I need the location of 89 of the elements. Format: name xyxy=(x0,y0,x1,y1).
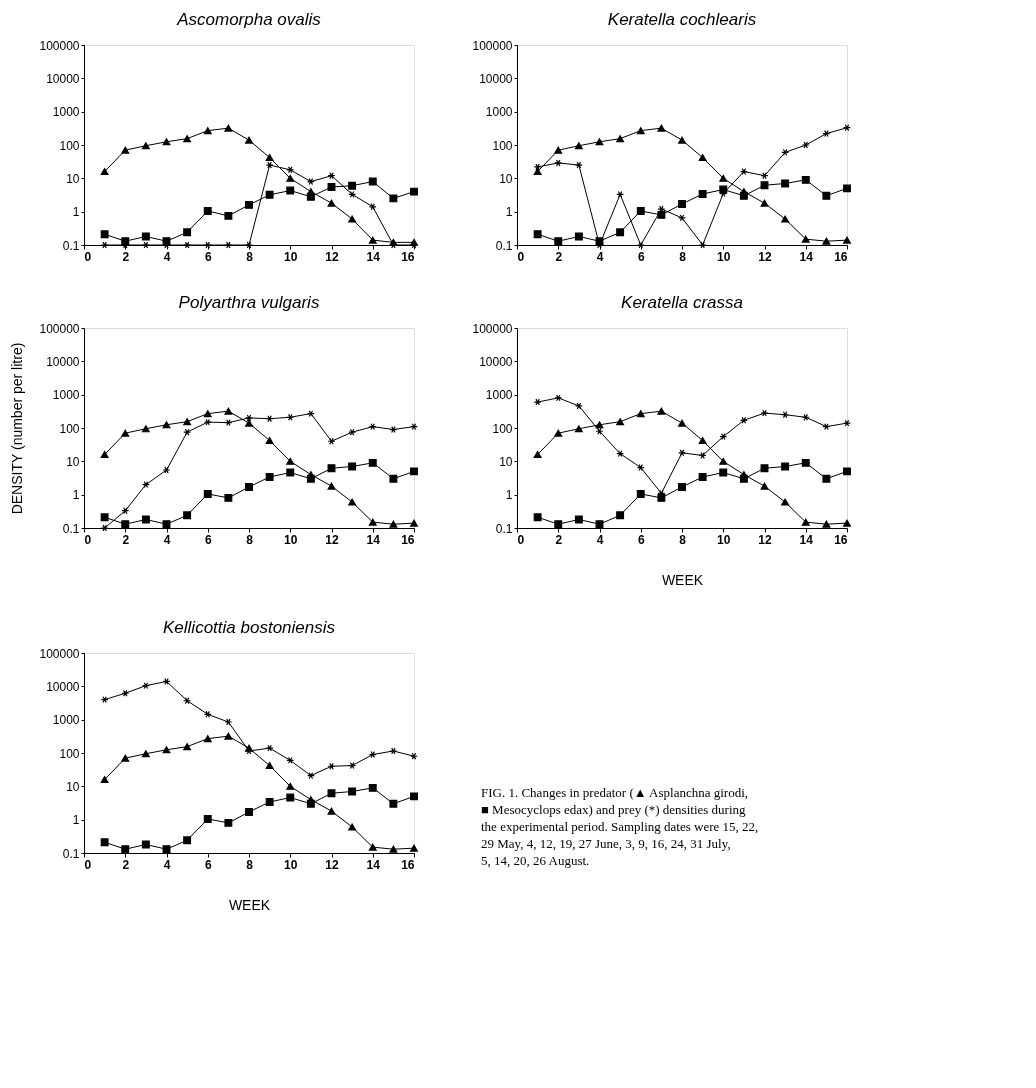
y-tick-label: 1000 xyxy=(52,105,80,120)
x-tick-label: 8 xyxy=(246,857,254,872)
y-tick-label: 1 xyxy=(72,488,80,503)
y-tick-label: 1000 xyxy=(52,713,80,728)
y-tick-label: 100000 xyxy=(39,38,80,53)
chart-title: Ascomorpha ovalis xyxy=(176,10,322,29)
y-tick-label: 1 xyxy=(505,488,513,503)
x-tick-label: 16 xyxy=(401,249,415,264)
y-tick-label: 10 xyxy=(499,454,513,469)
y-tick-label: 100000 xyxy=(39,321,80,336)
x-tick-label: 8 xyxy=(246,249,254,264)
x-tick-label: 12 xyxy=(325,532,339,547)
y-tick-label: 0.1 xyxy=(62,521,80,536)
y-tick-label: 10000 xyxy=(479,71,513,86)
x-tick-label: 0 xyxy=(84,532,92,547)
x-tick-label: 6 xyxy=(637,532,645,547)
x-tick-label: 16 xyxy=(834,249,848,264)
y-tick-label: 10 xyxy=(499,171,513,186)
x-tick-label: 12 xyxy=(758,249,772,264)
x-tick-label: 14 xyxy=(366,857,381,872)
x-tick-label: 2 xyxy=(122,249,130,264)
x-tick-label: 4 xyxy=(163,249,171,264)
x-axis-title: WEEK xyxy=(228,896,271,913)
y-tick-label: 100 xyxy=(59,421,80,436)
y-tick-label: 100 xyxy=(492,421,513,436)
y-tick-label: 100000 xyxy=(39,646,80,661)
x-tick-label: 14 xyxy=(799,532,814,547)
x-tick-label: 10 xyxy=(284,249,298,264)
chart-title: Keratella cochlearis xyxy=(607,10,757,29)
caption: FIG. 1. Changes in predator (▲ Asplanchna girodi, ■ Mesocyclops edax) and prey (*) densities during the experimental period. Sampling dates were 15, 22, 29 May, 4, 12, 19, 27 June, 3, 9, 16, 24, 31 July, 5, 14, 20, 26 August. xyxy=(481,785,759,868)
y-tick-label: 10 xyxy=(66,454,80,469)
y-tick-label: 0.1 xyxy=(62,846,80,861)
y-tick-label: 1 xyxy=(505,205,513,220)
x-tick-label: 0 xyxy=(517,532,525,547)
x-tick-label: 16 xyxy=(401,532,415,547)
x-tick-label: 2 xyxy=(555,532,563,547)
x-tick-label: 2 xyxy=(122,857,130,872)
x-tick-label: 10 xyxy=(717,249,731,264)
x-tick-label: 10 xyxy=(717,532,731,547)
y-tick-label: 10 xyxy=(66,779,80,794)
x-tick-label: 16 xyxy=(834,532,848,547)
y-tick-label: 1000 xyxy=(485,105,513,120)
y-tick-label: 100000 xyxy=(472,38,513,53)
x-tick-label: 0 xyxy=(84,249,92,264)
y-tick-label: 10000 xyxy=(46,71,80,86)
x-tick-label: 14 xyxy=(799,249,814,264)
chart-title: Keratella crassa xyxy=(621,293,743,312)
y-tick-label: 1000 xyxy=(52,388,80,403)
x-tick-label: 10 xyxy=(284,857,298,872)
y-tick-label: 10 xyxy=(66,171,80,186)
x-tick-label: 12 xyxy=(325,249,339,264)
x-tick-label: 4 xyxy=(596,249,604,264)
x-tick-label: 4 xyxy=(596,532,604,547)
x-tick-label: 4 xyxy=(163,532,171,547)
chart-title: Polyarthra vulgaris xyxy=(178,293,320,312)
x-tick-label: 2 xyxy=(555,249,563,264)
x-tick-label: 12 xyxy=(325,857,339,872)
x-tick-label: 6 xyxy=(204,249,212,264)
y-tick-label: 100 xyxy=(59,138,80,153)
x-tick-label: 14 xyxy=(366,249,381,264)
y-tick-label: 0.1 xyxy=(62,238,80,253)
y-tick-label: 1 xyxy=(72,205,80,220)
y-tick-label: 100 xyxy=(59,746,80,761)
x-tick-label: 6 xyxy=(637,249,645,264)
y-axis-title: DENSITY (number per litre) xyxy=(9,342,26,515)
chart-title: Kellicottia bostoniensis xyxy=(163,618,336,637)
y-tick-label: 1000 xyxy=(485,388,513,403)
y-tick-label: 10000 xyxy=(46,354,80,369)
x-tick-label: 6 xyxy=(204,857,212,872)
x-tick-label: 8 xyxy=(246,532,254,547)
x-tick-label: 8 xyxy=(679,249,687,264)
x-tick-label: 14 xyxy=(366,532,381,547)
y-tick-label: 10000 xyxy=(46,679,80,694)
y-tick-label: 0.1 xyxy=(495,238,513,253)
x-tick-label: 0 xyxy=(84,857,92,872)
x-tick-label: 2 xyxy=(122,532,130,547)
y-tick-label: 100 xyxy=(492,138,513,153)
x-axis-title: WEEK xyxy=(661,571,704,588)
x-tick-label: 6 xyxy=(204,532,212,547)
y-tick-label: 100000 xyxy=(472,321,513,336)
x-tick-label: 4 xyxy=(163,857,171,872)
x-tick-label: 12 xyxy=(758,532,772,547)
x-tick-label: 10 xyxy=(284,532,298,547)
y-tick-label: 10000 xyxy=(479,354,513,369)
y-tick-label: 1 xyxy=(72,813,80,828)
y-tick-label: 0.1 xyxy=(495,521,513,536)
x-tick-label: 8 xyxy=(679,532,687,547)
x-tick-label: 16 xyxy=(401,857,415,872)
x-tick-label: 0 xyxy=(517,249,525,264)
